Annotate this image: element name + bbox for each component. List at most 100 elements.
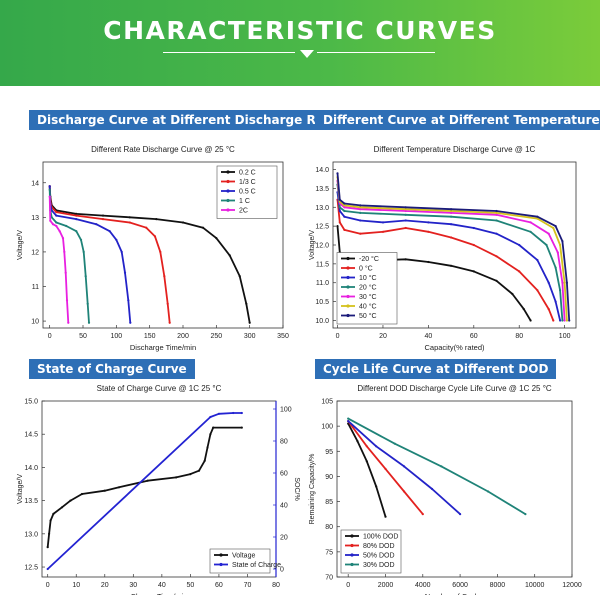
x-tick-label: 100 — [110, 333, 122, 340]
data-point — [217, 412, 220, 415]
data-point — [547, 308, 550, 311]
y2-axis-label: SOC/% — [293, 477, 300, 500]
page-title: CHARACTERISTIC CURVES — [103, 16, 497, 45]
data-point — [232, 411, 235, 415]
legend-label: 50% DOD — [363, 553, 395, 560]
x-tick-label: 200 — [177, 333, 189, 340]
data-point — [522, 308, 525, 311]
data-point — [145, 226, 148, 229]
data-point — [524, 513, 527, 516]
legend-marker — [350, 534, 354, 538]
data-point — [359, 232, 362, 235]
data-point — [403, 490, 406, 493]
x-tick-label: 50 — [186, 582, 194, 589]
data-point — [561, 240, 564, 243]
data-point — [536, 259, 539, 262]
data-point — [67, 321, 70, 324]
x-tick-label: 12000 — [562, 582, 582, 589]
y-axis-label: Voltage/V — [309, 230, 316, 260]
data-point — [343, 204, 346, 207]
data-point — [518, 243, 521, 247]
data-point — [347, 420, 350, 423]
data-point — [87, 321, 91, 324]
x-tick-label: 10 — [72, 582, 80, 589]
x-tick-label: 40 — [424, 333, 432, 340]
data-point — [63, 250, 66, 253]
data-point — [511, 292, 514, 296]
data-point — [209, 415, 212, 419]
legend-label: 40 °C — [359, 303, 377, 311]
data-point — [547, 281, 550, 284]
data-point — [101, 218, 105, 221]
y-tick-label: 10 — [31, 319, 39, 326]
legend-marker — [219, 562, 223, 567]
data-point — [115, 238, 118, 241]
data-point — [146, 479, 149, 482]
legend-marker — [226, 208, 230, 212]
data-point — [359, 206, 362, 209]
data-point — [450, 211, 453, 214]
data-point — [51, 223, 55, 226]
data-point — [427, 260, 430, 264]
data-point — [393, 442, 396, 445]
legend-marker — [219, 553, 223, 557]
x-tick-label: 2000 — [378, 582, 394, 589]
data-point — [55, 221, 58, 224]
data-point — [431, 487, 434, 491]
y2-tick-label: 60 — [280, 471, 288, 478]
x-tick-label: 6000 — [452, 582, 468, 589]
data-point — [336, 225, 339, 228]
data-point — [359, 208, 362, 211]
legend-marker — [350, 543, 354, 548]
data-point — [403, 465, 406, 468]
data-point — [84, 275, 87, 278]
data-point — [529, 319, 532, 322]
x-tick-label: 80 — [272, 582, 280, 589]
data-point — [86, 302, 89, 305]
data-point — [381, 230, 385, 233]
legend-marker — [346, 266, 350, 270]
data-point — [547, 232, 550, 235]
y-tick-label: 13.5 — [24, 498, 38, 505]
data-point — [117, 486, 121, 489]
data-point — [556, 251, 559, 254]
y-tick-label: 12.5 — [315, 224, 329, 231]
legend-box — [209, 548, 271, 574]
y2-tick-label: 0 — [280, 567, 284, 574]
data-point — [381, 221, 385, 224]
y-tick-label: 15.0 — [24, 399, 38, 406]
data-point — [48, 185, 51, 188]
data-point — [450, 236, 453, 239]
data-point — [568, 319, 571, 322]
series-line — [46, 426, 242, 548]
data-point — [563, 281, 566, 284]
discharge-rate-chart: Different Rate Discharge Curve @ 25 °C 0 5… — [8, 132, 300, 354]
data-point — [427, 230, 430, 233]
legend-label: 20 °C — [359, 284, 377, 292]
data-point — [238, 275, 241, 278]
x-tick-label: 0 — [336, 333, 340, 340]
data-point — [120, 250, 123, 253]
data-point — [529, 221, 532, 224]
legend-label: 50 °C — [359, 312, 377, 320]
data-point — [356, 440, 359, 443]
data-point — [384, 467, 387, 470]
data-point — [338, 221, 341, 224]
y-tick-label: 14.0 — [24, 465, 38, 472]
data-point — [75, 212, 78, 215]
data-point — [101, 214, 105, 217]
legend-marker — [346, 285, 350, 289]
data-point — [561, 281, 564, 284]
legend-label: 100% DOD — [363, 534, 398, 541]
data-point — [103, 489, 106, 492]
legend-label: 80% DOD — [363, 543, 395, 550]
data-point — [80, 492, 84, 496]
chart-title: Different DOD Discharge Cycle Life Curve… — [357, 384, 552, 393]
data-point — [129, 321, 132, 324]
data-point — [55, 224, 58, 228]
data-point — [565, 319, 568, 322]
data-point — [79, 238, 83, 241]
y-tick-label: 80 — [325, 524, 333, 531]
series-line — [48, 186, 132, 323]
x-tick-label: 80 — [515, 333, 523, 340]
